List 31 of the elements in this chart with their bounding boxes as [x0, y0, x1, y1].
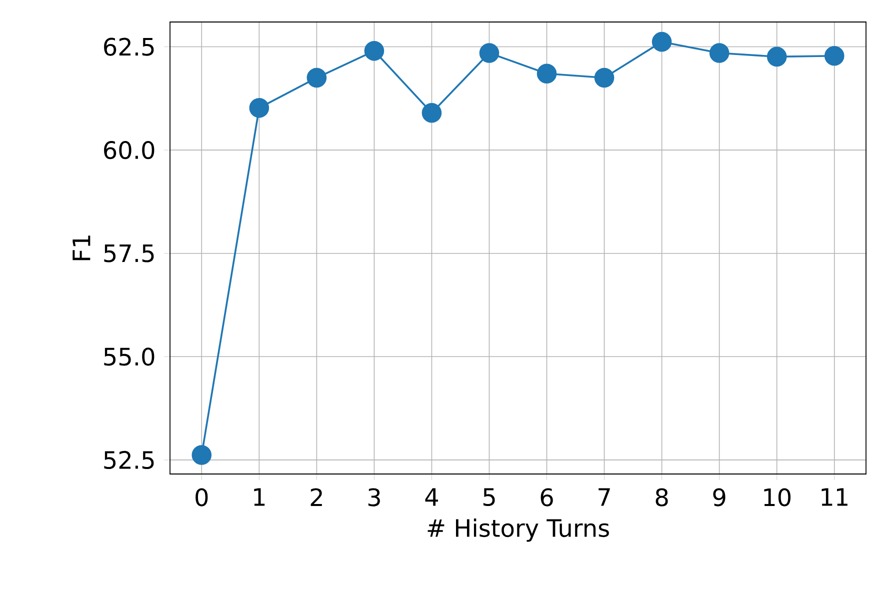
x-tick-label: 6 — [540, 488, 553, 506]
x-tick-label: 10 — [764, 488, 791, 506]
point — [306, 68, 327, 88]
x-tick-label: 4 — [425, 488, 438, 506]
point — [364, 41, 384, 61]
y-tick-label: 55.0 — [104, 348, 154, 366]
x-tick-label: 9 — [713, 488, 726, 506]
x-tick-label: 0 — [196, 488, 208, 506]
point — [249, 98, 270, 118]
point — [594, 68, 614, 88]
x-tick-label: 7 — [598, 488, 610, 506]
point — [652, 32, 672, 52]
x-tick-label: 1 — [254, 488, 265, 506]
point — [824, 46, 844, 66]
point — [192, 445, 212, 465]
y-axis-title: F1 — [72, 236, 90, 260]
y-tick-label: 57.5 — [104, 244, 154, 262]
point — [422, 102, 442, 123]
point — [536, 64, 557, 84]
x-axis-title: # History Turns — [428, 518, 609, 542]
x-tick-label: 11 — [822, 488, 848, 506]
x-tick-label: 3 — [368, 488, 380, 506]
y-tick-label: 52.5 — [104, 450, 154, 470]
point — [479, 43, 500, 63]
point — [709, 43, 730, 63]
y-tick-label: 60.0 — [104, 140, 154, 160]
point — [766, 46, 787, 67]
y-tick-label: 62.5 — [104, 38, 154, 56]
x-tick-label: 8 — [656, 488, 668, 506]
x-tick-label: 5 — [483, 488, 495, 506]
x-tick-label: 2 — [310, 488, 322, 506]
